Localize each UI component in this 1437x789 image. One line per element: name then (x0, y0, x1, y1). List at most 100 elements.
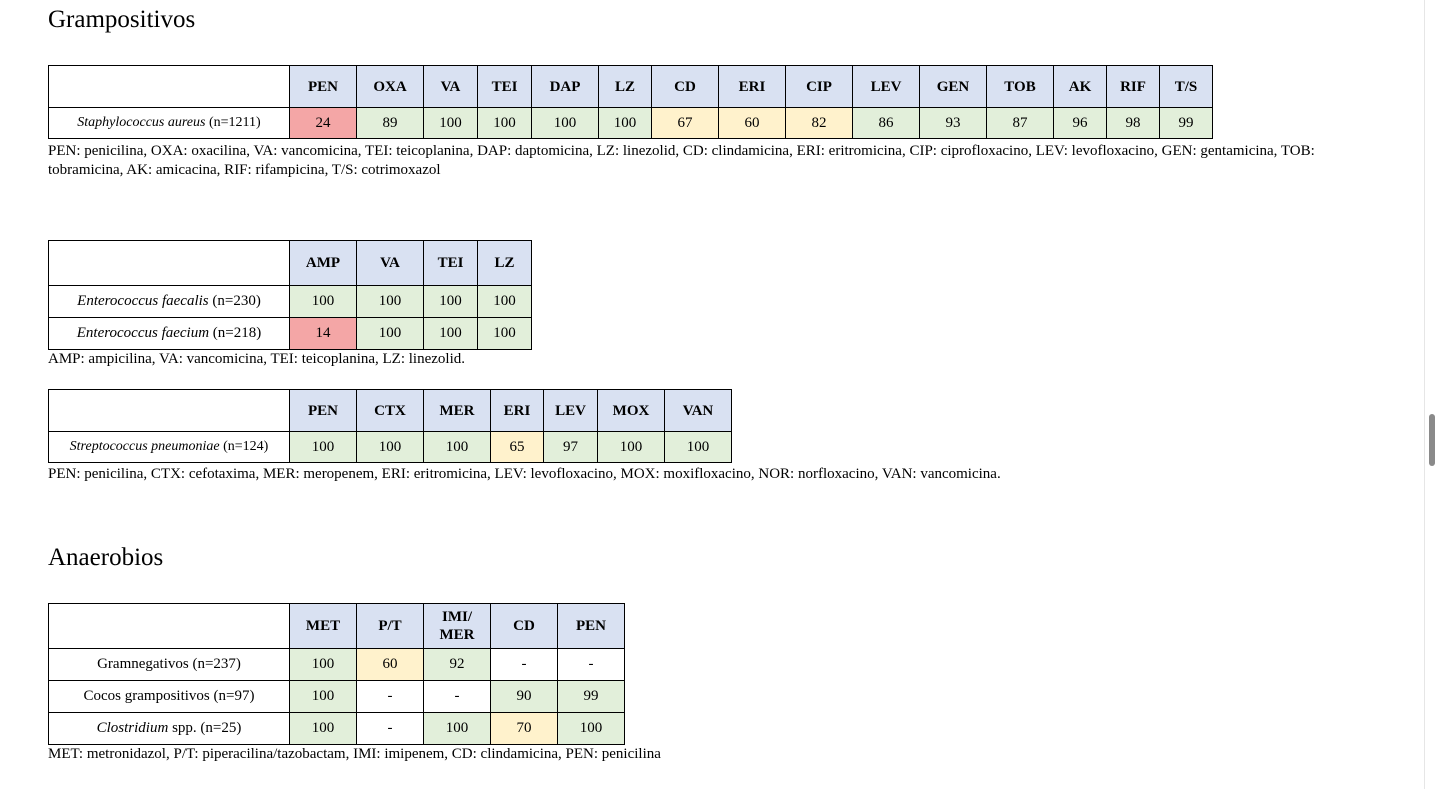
streptococcus-legend-note: PEN: penicilina, CTX: cefotaxima, MER: m… (48, 466, 1001, 482)
header-cell: CTX (356, 389, 424, 432)
organism-name: Clostridium (96, 720, 169, 736)
value-cell: 100 (531, 107, 599, 139)
value-cell: 100 (423, 431, 491, 463)
value-cell: 67 (651, 107, 719, 139)
header-cell: AK (1053, 65, 1107, 108)
header-cell: LEV (543, 389, 598, 432)
value-cell: 99 (557, 680, 625, 713)
header-cell: MOX (597, 389, 665, 432)
value-cell: 98 (1106, 107, 1160, 139)
header-cell: VA (423, 65, 478, 108)
header-cell: P/T (356, 603, 424, 649)
header-cell: AMP (289, 240, 357, 286)
streptococcus-susceptibility-table: PEN CTX MER ERI LEV MOX VAN Streptococcu… (48, 389, 732, 463)
header-cell: ERI (490, 389, 544, 432)
enterococcus-susceptibility-table: AMP VA TEI LZ Enterococcus faecalis (n=2… (48, 240, 532, 350)
header-cell: TEI (423, 240, 478, 286)
organism-count: (n=230) (208, 293, 261, 309)
value-cell: 100 (356, 431, 424, 463)
value-cell: - (356, 680, 424, 713)
header-cell: TOB (986, 65, 1054, 108)
value-cell: 97 (543, 431, 598, 463)
anaerobes-legend-note: MET: metronidazol, P/T: piperacilina/taz… (48, 746, 661, 762)
value-cell: 100 (356, 317, 424, 350)
header-cell: T/S (1159, 65, 1213, 108)
organism-cell: Cocos grampositivos (n=97) (48, 680, 290, 713)
value-cell: 100 (423, 317, 478, 350)
table-header-row: MET P/T IMI/ MER CD PEN (48, 603, 625, 649)
value-cell: 100 (557, 712, 625, 745)
value-cell: 24 (289, 107, 357, 139)
value-cell: 100 (289, 712, 357, 745)
organism-cell: Staphylococcus aureus (n=1211) (48, 107, 290, 139)
table-row: Gramnegativos (n=237) 100 60 92 - - (48, 648, 625, 681)
header-cell: TEI (477, 65, 532, 108)
value-cell: 89 (356, 107, 424, 139)
organism-name: Enterococcus faecium (76, 325, 210, 341)
value-cell: 86 (852, 107, 920, 139)
value-cell: 65 (490, 431, 544, 463)
header-corner-cell (48, 240, 290, 286)
header-cell: RIF (1106, 65, 1160, 108)
header-cell: OXA (356, 65, 424, 108)
value-cell: 100 (423, 107, 478, 139)
value-cell: - (356, 712, 424, 745)
value-cell: - (423, 680, 491, 713)
organism-cell: Enterococcus faecium (n=218) (48, 317, 290, 350)
header-corner-cell (48, 65, 290, 108)
table-row: Enterococcus faecalis (n=230) 100 100 10… (48, 285, 532, 318)
header-cell: LZ (477, 240, 532, 286)
scrollbar-thumb[interactable] (1429, 414, 1435, 466)
value-cell: 92 (423, 648, 491, 681)
value-cell: 100 (423, 712, 491, 745)
table-row: Staphylococcus aureus (n=1211) 24 89 100… (48, 107, 1213, 139)
value-cell: 90 (490, 680, 558, 713)
header-cell: ERI (718, 65, 786, 108)
header-cell: LZ (598, 65, 652, 108)
value-cell: 96 (1053, 107, 1107, 139)
header-cell: DAP (531, 65, 599, 108)
table-row: Cocos grampositivos (n=97) 100 - - 90 99 (48, 680, 625, 713)
organism-count: (n=218) (209, 325, 262, 341)
header-cell: LEV (852, 65, 920, 108)
value-cell: 100 (477, 285, 532, 318)
organism-name: Enterococcus faecalis (77, 293, 209, 309)
value-cell: 100 (289, 285, 357, 318)
table-header-row: AMP VA TEI LZ (48, 240, 532, 286)
vertical-scrollbar[interactable] (1424, 0, 1437, 789)
organism-cell: Gramnegativos (n=237) (48, 648, 290, 681)
value-cell: - (557, 648, 625, 681)
value-cell: 60 (718, 107, 786, 139)
value-cell: 100 (598, 107, 652, 139)
value-cell: 99 (1159, 107, 1213, 139)
header-cell: PEN (557, 603, 625, 649)
table-row: Enterococcus faecium (n=218) 14 100 100 … (48, 317, 532, 350)
value-cell: 70 (490, 712, 558, 745)
value-cell: 100 (477, 107, 532, 139)
header-cell: CD (490, 603, 558, 649)
value-cell: 100 (597, 431, 665, 463)
header-cell: IMI/ MER (423, 603, 491, 649)
section-title-anaerobios: Anaerobios (48, 544, 164, 571)
organism-name: Staphylococcus aureus (77, 115, 206, 130)
organism-name: Gramnegativos (n=237) (97, 656, 241, 672)
value-cell: 93 (919, 107, 987, 139)
value-cell: 100 (477, 317, 532, 350)
header-cell: PEN (289, 65, 357, 108)
value-cell: 100 (664, 431, 732, 463)
header-cell: MET (289, 603, 357, 649)
header-corner-cell (48, 603, 290, 649)
value-cell: 100 (289, 648, 357, 681)
value-cell: 100 (289, 680, 357, 713)
organism-count: (n=1211) (205, 115, 261, 130)
staph-legend-note: PEN: penicilina, OXA: oxacilina, VA: van… (48, 143, 1315, 178)
value-cell: 60 (356, 648, 424, 681)
table-header-row: PEN OXA VA TEI DAP LZ CD ERI CIP LEV GEN… (48, 65, 1213, 108)
value-cell: 100 (423, 285, 478, 318)
organism-name: Cocos grampositivos (n=97) (83, 688, 255, 704)
table-header-row: PEN CTX MER ERI LEV MOX VAN (48, 389, 732, 432)
header-cell: MER (423, 389, 491, 432)
organism-count: spp. (n=25) (168, 720, 242, 736)
organism-cell: Clostridium spp. (n=25) (48, 712, 290, 745)
